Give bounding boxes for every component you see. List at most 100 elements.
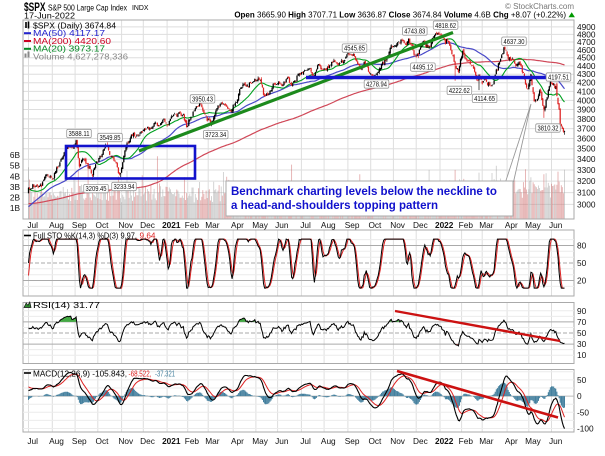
svg-text:Mar: Mar [205, 220, 220, 230]
svg-text:4818.62: 4818.62 [435, 23, 456, 30]
svg-text:50: 50 [577, 328, 587, 338]
svg-text:Oct: Oct [368, 220, 382, 230]
svg-text:Apr: Apr [231, 220, 244, 230]
svg-text:30: 30 [577, 339, 587, 349]
svg-text:May: May [252, 436, 269, 446]
svg-text:4200: 4200 [577, 78, 596, 88]
svg-text:3400: 3400 [577, 154, 596, 164]
svg-text:2022: 2022 [435, 436, 454, 446]
svg-text:S&P 500 Large Cap Index: S&P 500 Large Cap Index [48, 2, 128, 12]
svg-text:May: May [525, 220, 542, 230]
svg-text:Volume 4,627,278,336: Volume 4,627,278,336 [33, 52, 128, 62]
svg-text:3588.11: 3588.11 [69, 131, 90, 138]
svg-text:Dec: Dec [413, 436, 428, 446]
svg-text:Sep: Sep [72, 220, 87, 230]
svg-text:Jul: Jul [27, 436, 38, 446]
svg-text:Dec: Dec [413, 220, 428, 230]
svg-text:Jul: Jul [300, 436, 311, 446]
svg-text:3700: 3700 [577, 124, 596, 134]
svg-text:4B: 4B [10, 171, 21, 181]
svg-text:4500: 4500 [577, 53, 596, 63]
svg-text:3B: 3B [10, 182, 21, 192]
svg-text:Aug: Aug [49, 436, 64, 446]
svg-text:Oct: Oct [96, 436, 110, 446]
svg-text:Jun: Jun [275, 220, 289, 230]
svg-text:MA(50) 4117.17: MA(50) 4117.17 [33, 28, 105, 38]
svg-text:10: 10 [577, 350, 587, 360]
svg-text:4114.65: 4114.65 [474, 96, 495, 103]
svg-text:MA(200) 4420.60: MA(200) 4420.60 [33, 36, 111, 46]
svg-text:$SPX (Daily) 3674.84: $SPX (Daily) 3674.84 [33, 20, 116, 30]
svg-text:3000: 3000 [577, 199, 596, 209]
svg-text:50: 50 [577, 258, 587, 268]
svg-text:80: 80 [577, 241, 587, 251]
svg-text:$SPX: $SPX [24, 2, 46, 14]
svg-text:3233.94: 3233.94 [114, 184, 135, 191]
svg-text:4900: 4900 [577, 22, 596, 32]
svg-text:May: May [252, 220, 269, 230]
svg-text:2021: 2021 [162, 220, 181, 230]
svg-text:4197.51: 4197.51 [548, 75, 569, 82]
svg-text:2B: 2B [10, 192, 21, 202]
svg-text:3549.85: 3549.85 [100, 135, 121, 142]
svg-text:50: 50 [577, 375, 587, 385]
svg-text:Nov: Nov [118, 220, 134, 230]
svg-text:Benchmark charting levels belo: Benchmark charting levels below the neck… [231, 186, 497, 198]
svg-text:4637.30: 4637.30 [504, 39, 525, 46]
svg-text:4800: 4800 [577, 29, 596, 39]
svg-text:Full STO %K(14,3) %D(3) 9.97,: Full STO %K(14,3) %D(3) 9.97, [33, 231, 137, 241]
svg-text:Jul: Jul [27, 220, 38, 230]
svg-text:Oct: Oct [368, 436, 382, 446]
svg-text:3300: 3300 [577, 165, 596, 175]
svg-text:INDX: INDX [132, 3, 149, 12]
svg-text:Aug: Aug [49, 220, 64, 230]
svg-text:Nov: Nov [118, 436, 134, 446]
svg-text:4743.83: 4743.83 [404, 29, 425, 36]
svg-text:Jun: Jun [275, 436, 289, 446]
svg-text:May: May [525, 436, 542, 446]
svg-text:Apr: Apr [231, 436, 244, 446]
svg-text:© StockCharts.com: © StockCharts.com [505, 2, 574, 11]
svg-text:-37.321: -37.321 [155, 369, 175, 379]
svg-text:Apr: Apr [505, 436, 518, 446]
svg-text:3723.34: 3723.34 [205, 132, 226, 139]
svg-text:4700: 4700 [577, 37, 596, 47]
svg-text:20: 20 [577, 276, 587, 286]
svg-text:70: 70 [577, 317, 587, 327]
svg-text:3209.45: 3209.45 [86, 186, 107, 193]
svg-text:Mar: Mar [479, 220, 494, 230]
svg-text:4600: 4600 [577, 45, 596, 55]
svg-text:3100: 3100 [577, 188, 596, 198]
svg-text:3600: 3600 [577, 134, 596, 144]
svg-text:4222.62: 4222.62 [449, 88, 470, 95]
svg-text:Apr: Apr [505, 220, 518, 230]
svg-text:Feb: Feb [185, 436, 200, 446]
svg-text:Sep: Sep [345, 436, 360, 446]
svg-text:1B: 1B [10, 203, 21, 213]
svg-text:3900: 3900 [577, 105, 596, 115]
svg-text:0: 0 [577, 391, 582, 401]
svg-text:3500: 3500 [577, 144, 596, 154]
svg-text:RSI(14) 31.77: RSI(14) 31.77 [33, 300, 100, 310]
svg-text:6B: 6B [10, 150, 21, 160]
svg-text:a head-and-shoulders topping p: a head-and-shoulders topping pattern [231, 200, 438, 212]
svg-text:Feb: Feb [459, 220, 474, 230]
svg-text:-68.522,: -68.522, [129, 369, 152, 379]
svg-text:5B: 5B [10, 161, 21, 171]
svg-text:4400: 4400 [577, 61, 596, 71]
svg-text:17-Jun-2022: 17-Jun-2022 [24, 11, 75, 20]
svg-text:4300: 4300 [577, 69, 596, 79]
svg-text:4000: 4000 [577, 95, 596, 105]
svg-text:MA(20) 3973.17: MA(20) 3973.17 [33, 44, 105, 54]
svg-text:MACD(12,26,9) -105.843,: MACD(12,26,9) -105.843, [33, 369, 127, 379]
svg-text:Mar: Mar [479, 436, 494, 446]
svg-text:Jun: Jun [549, 436, 563, 446]
svg-text:4545.85: 4545.85 [344, 46, 365, 53]
svg-text:90: 90 [577, 306, 587, 316]
svg-text:2022: 2022 [435, 220, 454, 230]
svg-text:Dec: Dec [140, 436, 155, 446]
svg-text:9.64: 9.64 [140, 231, 156, 241]
svg-text:3200: 3200 [577, 176, 596, 186]
svg-text:Feb: Feb [459, 436, 474, 446]
svg-text:Sep: Sep [345, 220, 360, 230]
